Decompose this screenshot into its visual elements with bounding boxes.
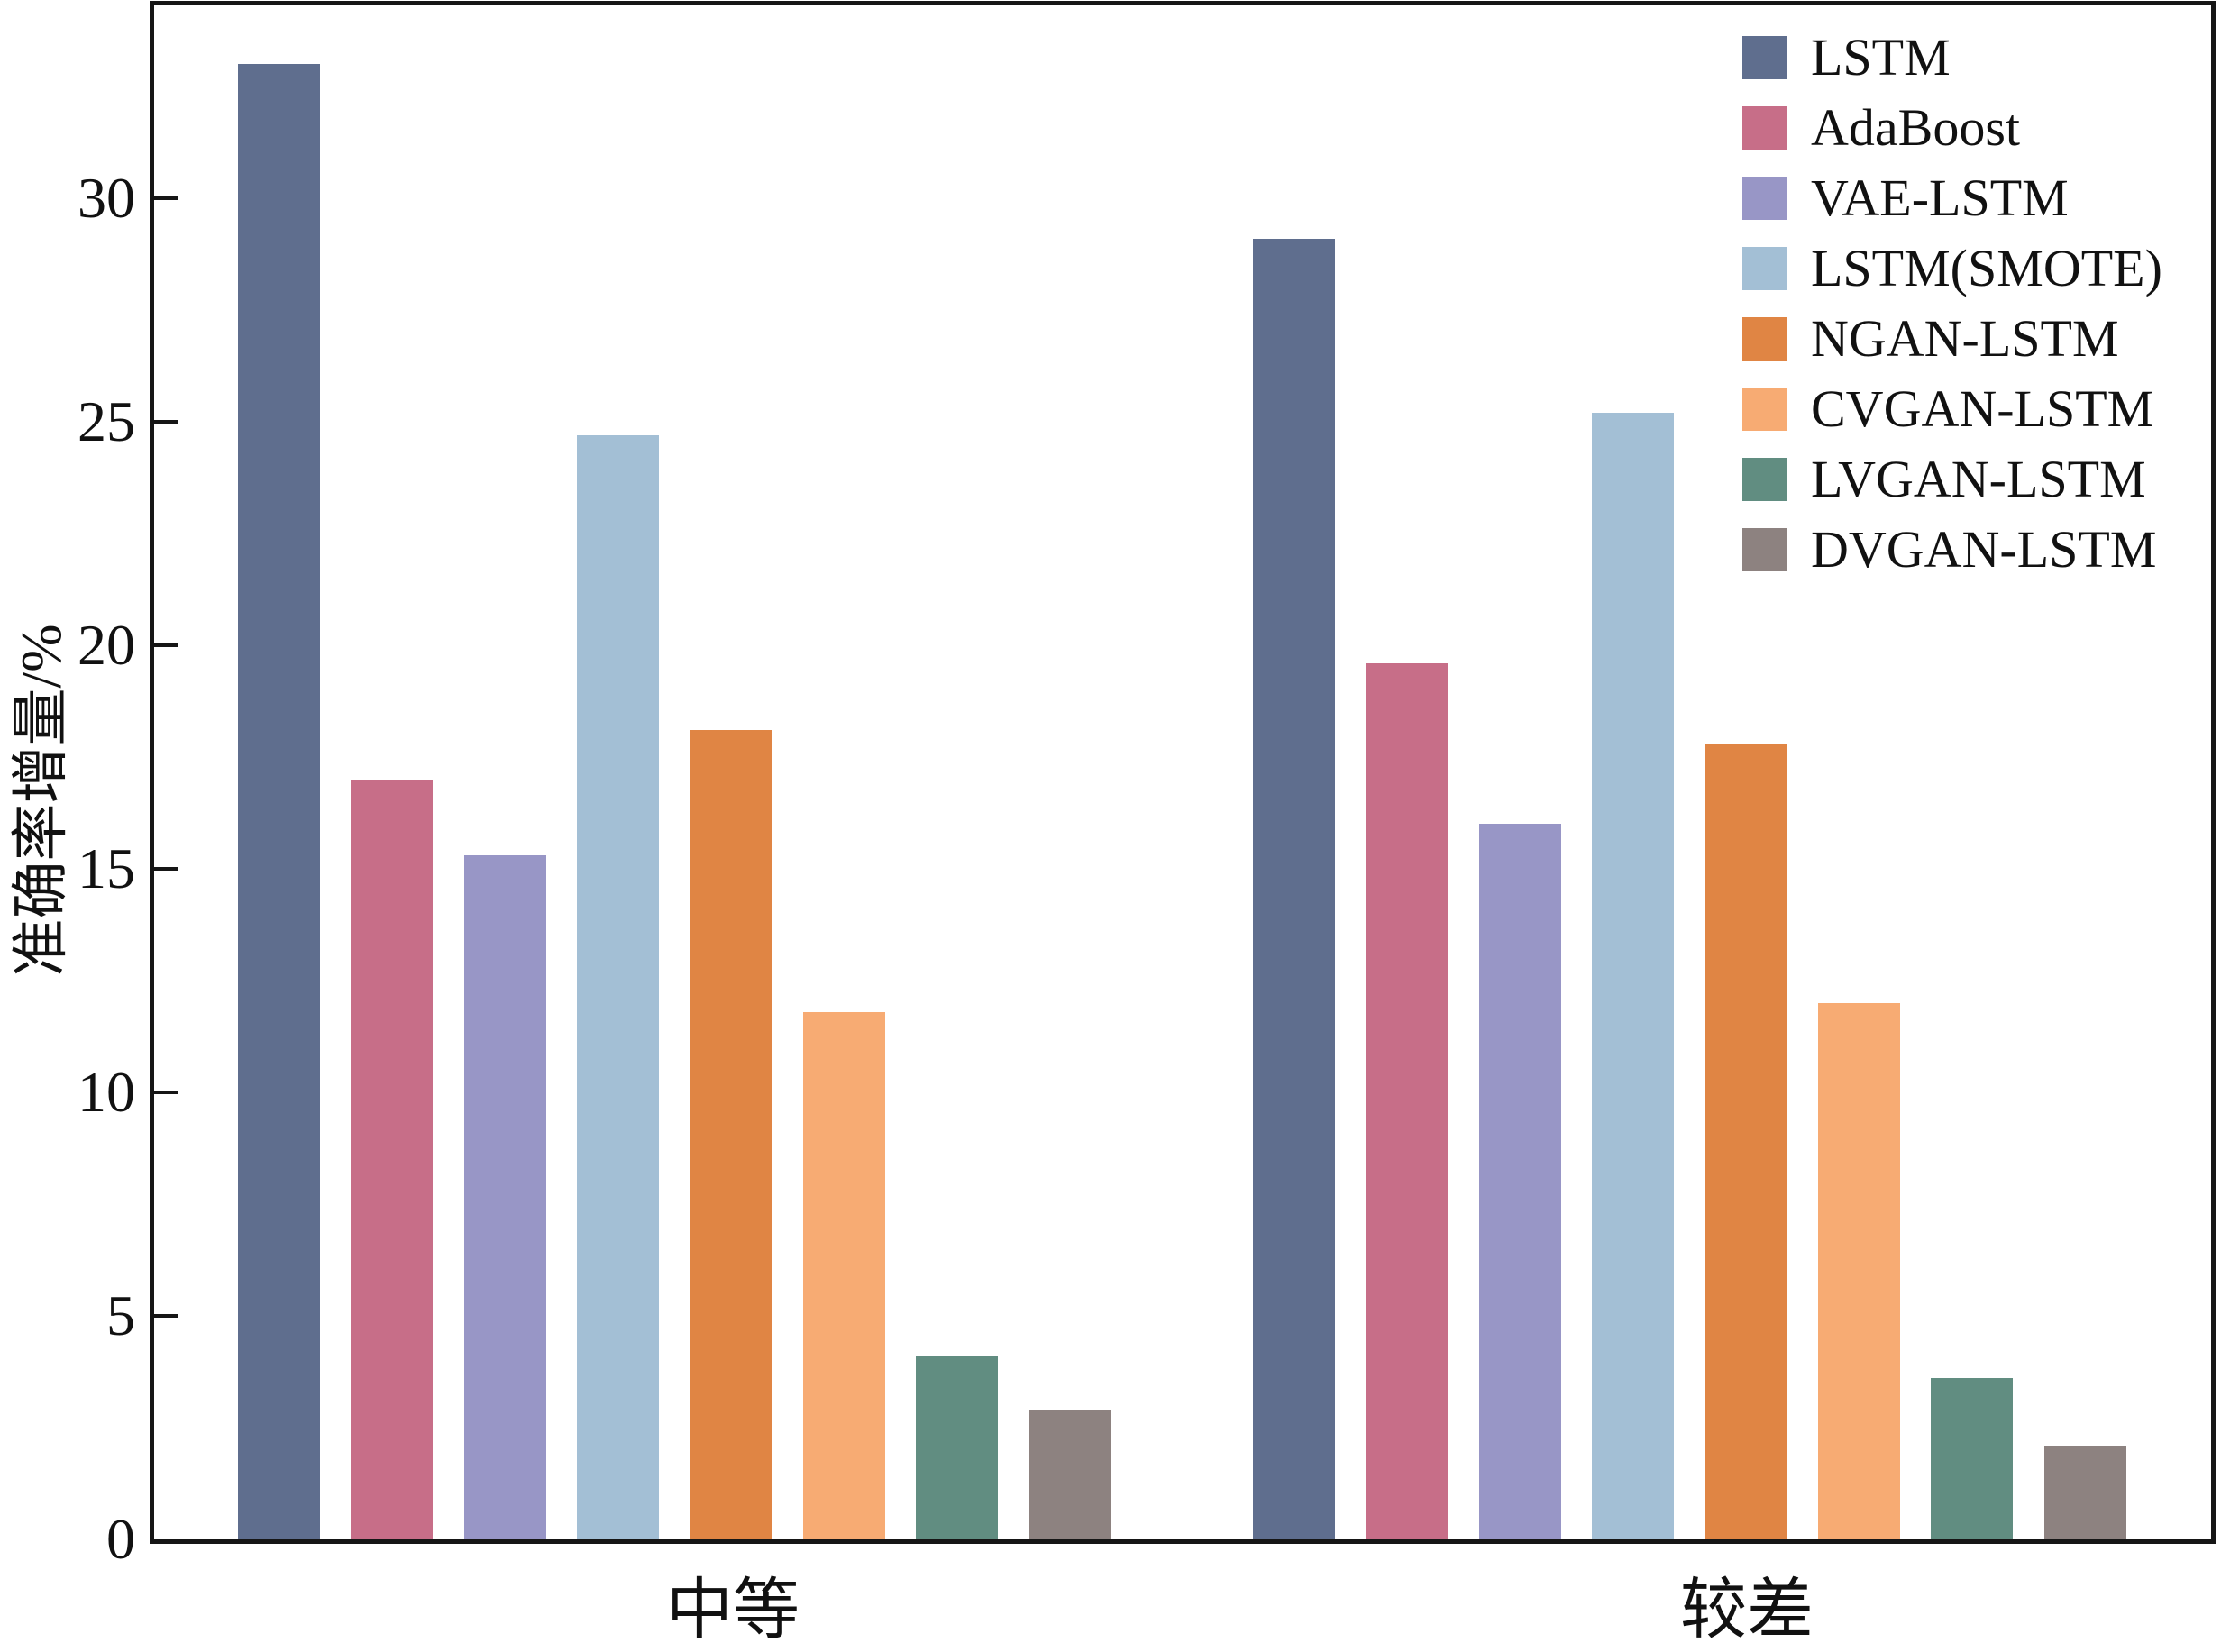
bar-CVGAN-LSTM-较差 bbox=[1818, 1003, 1900, 1539]
legend-item-VAE-LSTM: VAE-LSTM bbox=[1742, 172, 2162, 224]
y-tick-mark-20 bbox=[154, 643, 178, 647]
legend-item-AdaBoost: AdaBoost bbox=[1742, 102, 2162, 154]
bar-NGAN-LSTM-较差 bbox=[1705, 744, 1787, 1539]
y-tick-label-20: 20 bbox=[78, 613, 135, 677]
y-tick-label-10: 10 bbox=[78, 1060, 135, 1124]
y-tick-mark-10 bbox=[154, 1091, 178, 1094]
y-tick-mark-15 bbox=[154, 867, 178, 871]
chart-legend: LSTM AdaBoost VAE-LSTM LSTM(SMOTE) NGAN-LSTM… bbox=[1742, 32, 2162, 598]
legend-label-CVGAN-LSTM: CVGAN-LSTM bbox=[1811, 379, 2154, 438]
legend-item-LVGAN-LSTM: LVGAN-LSTM bbox=[1742, 453, 2162, 506]
legend-swatch-LSTM(SMOTE) bbox=[1742, 247, 1787, 290]
bar-DVGAN-LSTM-较差 bbox=[2044, 1446, 2126, 1539]
bar-LSTM(SMOTE)-中等 bbox=[577, 435, 659, 1539]
bar-AdaBoost-较差 bbox=[1366, 663, 1448, 1539]
legend-label-AdaBoost: AdaBoost bbox=[1811, 98, 2020, 157]
plot-inner-area bbox=[154, 5, 2211, 1539]
y-tick-label-0: 0 bbox=[106, 1507, 135, 1571]
bar-NGAN-LSTM-中等 bbox=[690, 730, 772, 1539]
y-tick-mark-5 bbox=[154, 1314, 178, 1318]
plot-area bbox=[150, 1, 2216, 1544]
bar-LVGAN-LSTM-较差 bbox=[1931, 1378, 2013, 1539]
legend-swatch-DVGAN-LSTM bbox=[1742, 528, 1787, 571]
legend-swatch-AdaBoost bbox=[1742, 106, 1787, 150]
legend-label-LVGAN-LSTM: LVGAN-LSTM bbox=[1811, 450, 2146, 508]
legend-swatch-NGAN-LSTM bbox=[1742, 317, 1787, 361]
legend-swatch-LSTM bbox=[1742, 36, 1787, 79]
legend-label-LSTM(SMOTE): LSTM(SMOTE) bbox=[1811, 239, 2162, 297]
y-tick-label-25: 25 bbox=[78, 389, 135, 453]
bar-AdaBoost-中等 bbox=[351, 780, 433, 1539]
y-tick-label-30: 30 bbox=[78, 166, 135, 230]
legend-swatch-CVGAN-LSTM bbox=[1742, 388, 1787, 431]
legend-swatch-VAE-LSTM bbox=[1742, 177, 1787, 220]
legend-item-NGAN-LSTM: NGAN-LSTM bbox=[1742, 313, 2162, 365]
bar-DVGAN-LSTM-中等 bbox=[1029, 1410, 1111, 1539]
y-tick-mark-30 bbox=[154, 196, 178, 200]
legend-label-VAE-LSTM: VAE-LSTM bbox=[1811, 169, 2069, 227]
legend-label-NGAN-LSTM: NGAN-LSTM bbox=[1811, 309, 2119, 368]
legend-item-CVGAN-LSTM: CVGAN-LSTM bbox=[1742, 383, 2162, 435]
legend-item-LSTM: LSTM bbox=[1742, 32, 2162, 84]
legend-item-DVGAN-LSTM: DVGAN-LSTM bbox=[1742, 524, 2162, 576]
y-tick-label-5: 5 bbox=[106, 1283, 135, 1347]
bar-LSTM(SMOTE)-较差 bbox=[1592, 413, 1674, 1539]
bar-LSTM-较差 bbox=[1253, 239, 1335, 1539]
x-category-label-较差: 较差 bbox=[1680, 1574, 1814, 1647]
x-category-label-中等: 中等 bbox=[666, 1574, 800, 1647]
y-tick-mark-25 bbox=[154, 420, 178, 424]
legend-label-LSTM: LSTM bbox=[1811, 28, 1951, 87]
legend-swatch-LVGAN-LSTM bbox=[1742, 458, 1787, 501]
bar-VAE-LSTM-中等 bbox=[464, 855, 546, 1539]
legend-label-DVGAN-LSTM: DVGAN-LSTM bbox=[1811, 520, 2157, 579]
bar-LVGAN-LSTM-中等 bbox=[916, 1356, 998, 1539]
y-axis-title: 准确率增量/% bbox=[9, 624, 73, 977]
y-tick-label-15: 15 bbox=[78, 836, 135, 900]
bar-LSTM-中等 bbox=[238, 64, 320, 1539]
legend-item-LSTM(SMOTE): LSTM(SMOTE) bbox=[1742, 242, 2162, 295]
bar-VAE-LSTM-较差 bbox=[1479, 824, 1561, 1539]
bar-CVGAN-LSTM-中等 bbox=[803, 1012, 885, 1539]
